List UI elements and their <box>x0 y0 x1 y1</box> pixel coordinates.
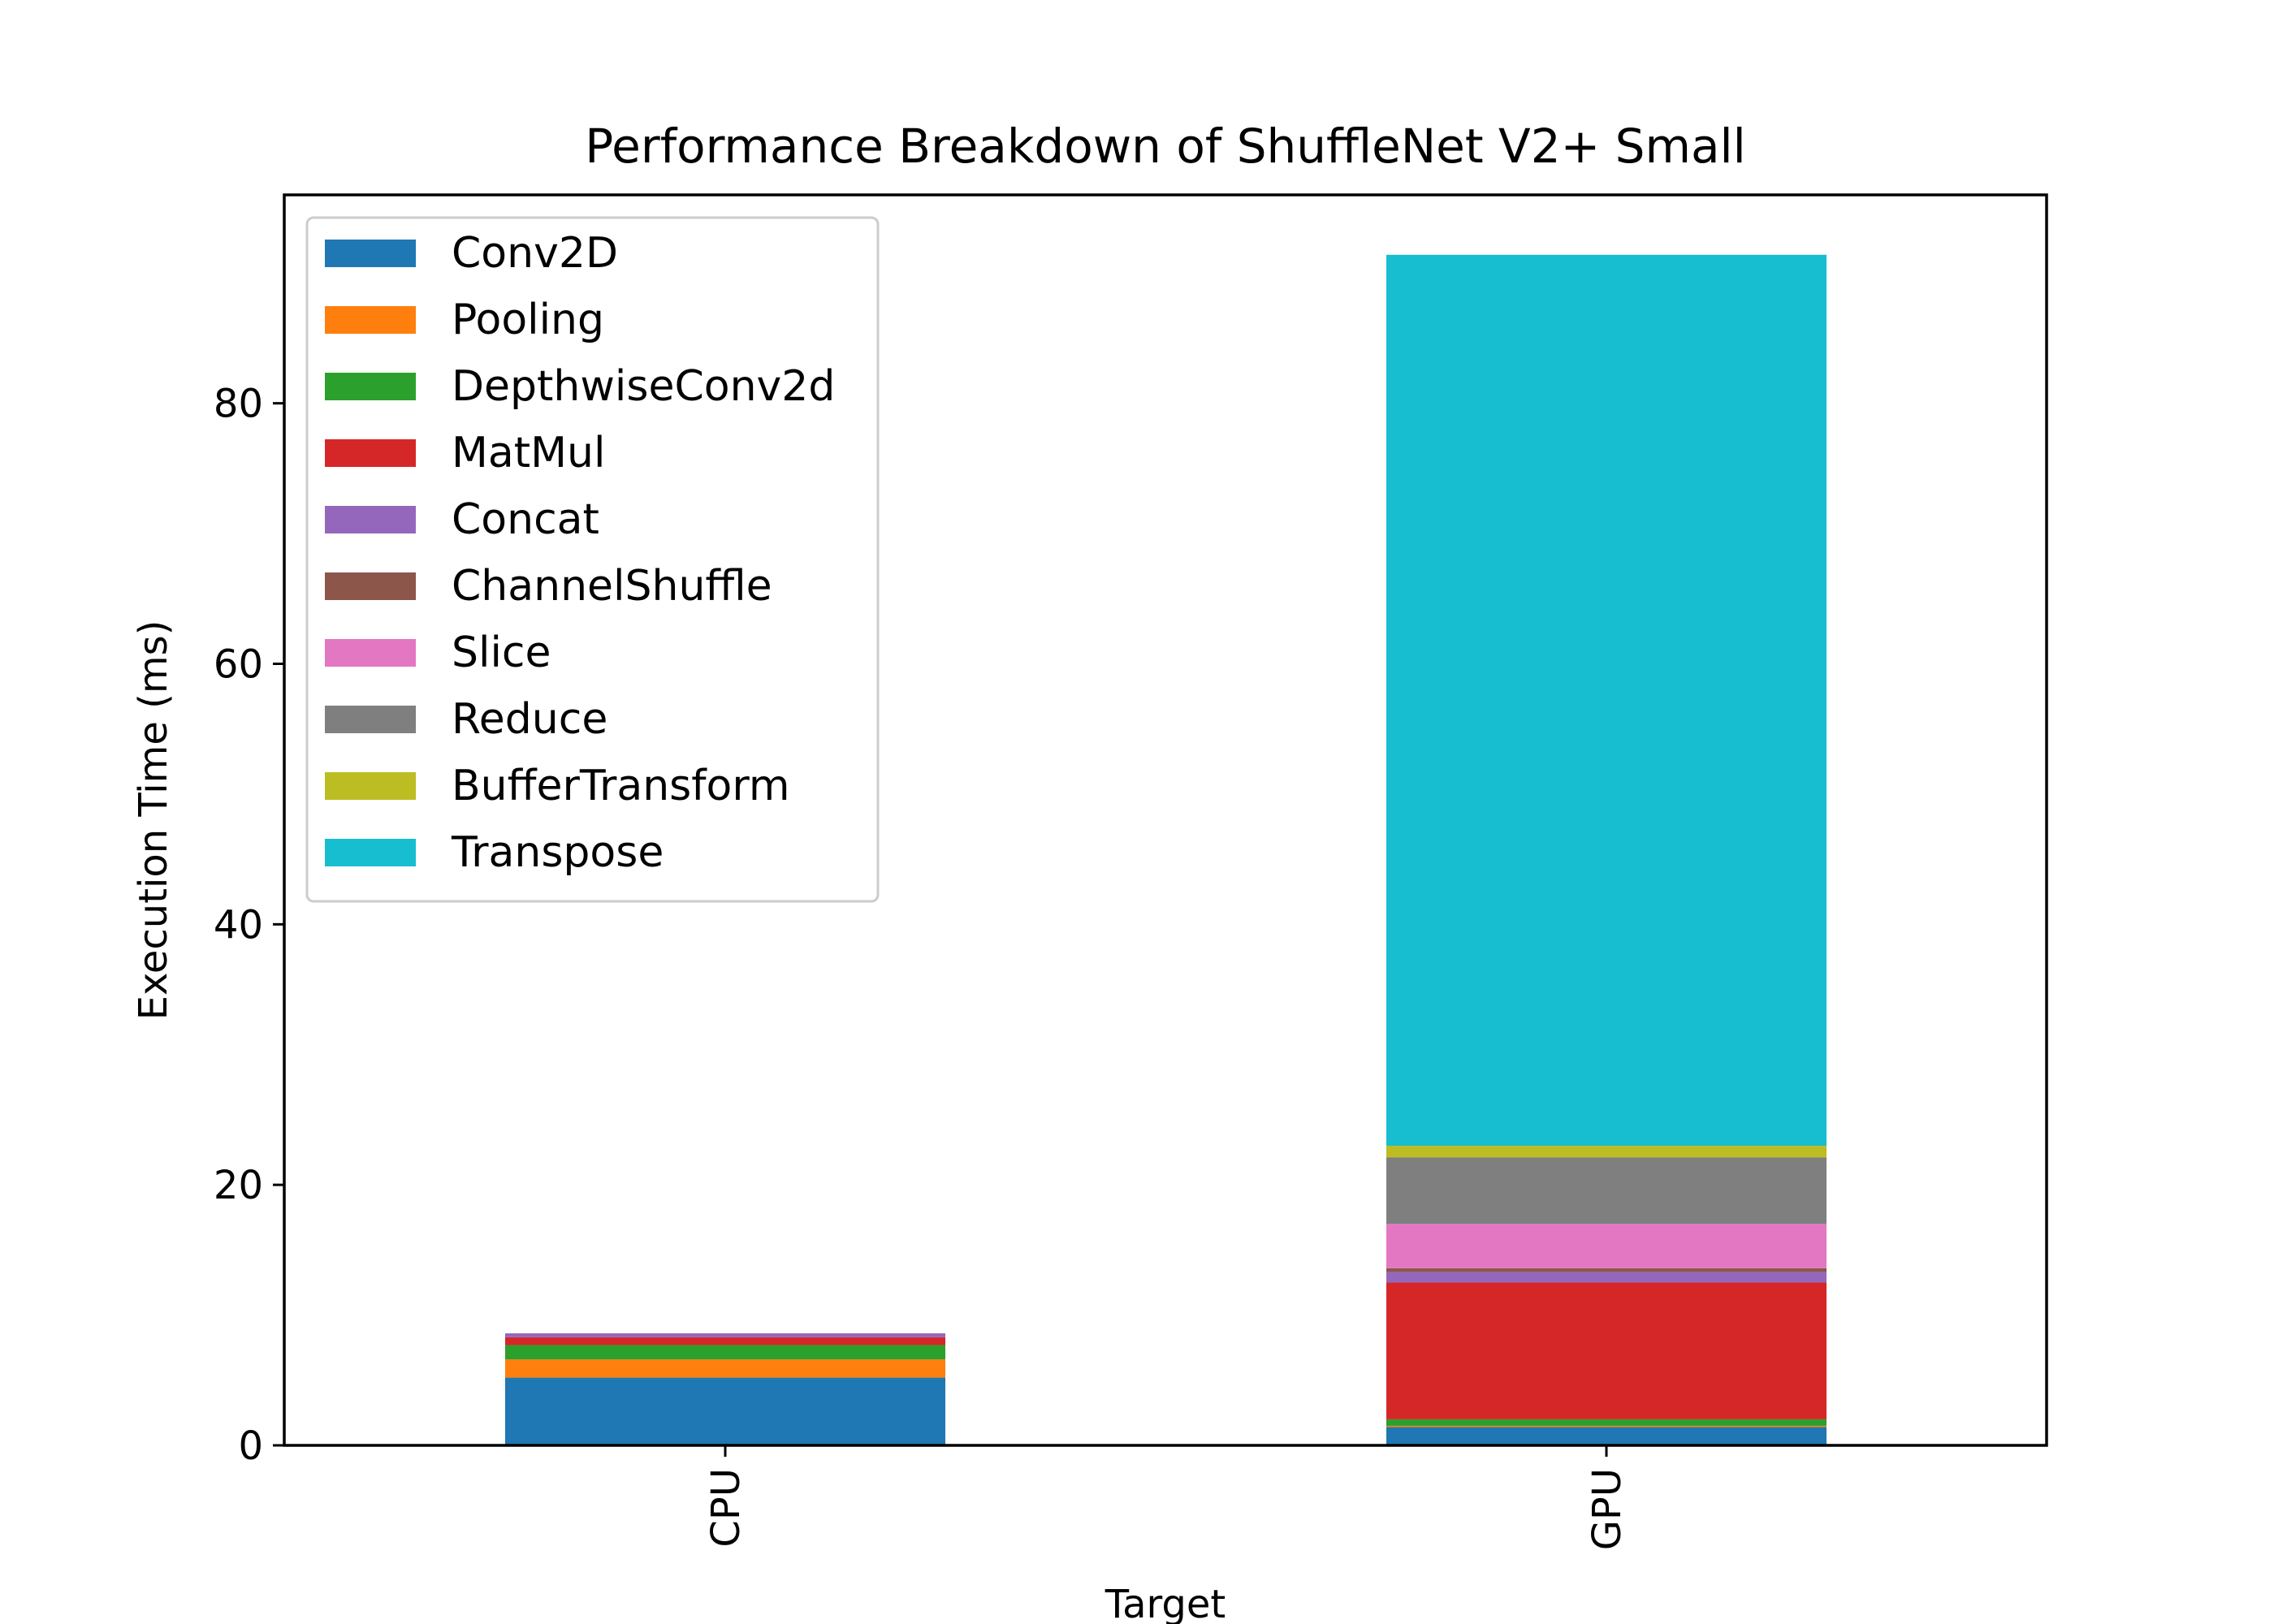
bar-segment-cpu-concat <box>505 1333 945 1337</box>
legend-label: Slice <box>452 628 551 677</box>
legend-swatch <box>325 306 416 334</box>
legend-swatch <box>325 839 416 866</box>
bar-segment-cpu-matmul <box>505 1337 945 1345</box>
legend-label: MatMul <box>452 429 605 477</box>
bar-layer <box>505 254 1827 1445</box>
legend-item: Transpose <box>325 828 664 877</box>
bar-segment-gpu-slice <box>1386 1224 1827 1268</box>
x-tick-label: GPU <box>1584 1468 1630 1550</box>
legend-item: Conv2D <box>325 229 618 278</box>
bar-segment-cpu-depthwiseconv2d <box>505 1345 945 1360</box>
legend-label: BufferTransform <box>452 762 789 810</box>
x-tick-label: CPU <box>703 1468 749 1548</box>
bar-segment-gpu-reduce <box>1386 1157 1827 1224</box>
bar-segment-gpu-depthwiseconv2d <box>1386 1419 1827 1426</box>
legend-label: Concat <box>452 495 599 544</box>
x-axis-label: Target <box>1105 1582 1226 1624</box>
legend-label: Transpose <box>451 828 664 877</box>
legend-swatch <box>325 706 416 733</box>
legend-label: ChannelShuffle <box>452 562 772 611</box>
chart-title: Performance Breakdown of ShuffleNet V2+ … <box>585 119 1745 174</box>
bar-segment-cpu-conv2d <box>505 1377 945 1445</box>
legend-item: MatMul <box>325 429 605 477</box>
legend-label: DepthwiseConv2d <box>452 362 835 411</box>
legend-label: Conv2D <box>452 229 618 278</box>
legend-swatch <box>325 439 416 467</box>
legend-item: Pooling <box>325 296 604 344</box>
y-tick-label: 0 <box>238 1423 263 1469</box>
y-tick-label: 40 <box>214 902 263 948</box>
legend-item: Reduce <box>325 695 607 744</box>
legend-item: Concat <box>325 495 599 544</box>
bar-segment-gpu-pooling <box>1386 1425 1827 1427</box>
bar-segment-gpu-buffertransform <box>1386 1146 1827 1158</box>
x-axis: CPU GPU <box>703 1445 1630 1550</box>
bar-segment-gpu-conv2d <box>1386 1427 1827 1445</box>
plot-area-frame <box>283 193 2048 1447</box>
bar-segment-gpu-channelshuffle <box>1386 1268 1827 1272</box>
legend-swatch <box>325 240 416 267</box>
legend-swatch <box>325 373 416 400</box>
bar-segment-gpu-transpose <box>1386 254 1827 1147</box>
y-axis-label: Execution Time (ms) <box>131 620 176 1021</box>
y-axis: 0 20 40 60 80 <box>214 382 284 1469</box>
y-tick-label: 60 <box>214 642 263 688</box>
legend-swatch <box>325 772 416 800</box>
bar-segment-gpu-matmul <box>1386 1282 1827 1419</box>
y-tick-label: 20 <box>214 1163 263 1208</box>
y-tick-label: 80 <box>214 382 263 427</box>
legend-swatch <box>325 639 416 667</box>
legend-item: Slice <box>325 628 551 677</box>
bar-segment-gpu-concat <box>1386 1272 1827 1283</box>
legend-label: Pooling <box>452 296 604 344</box>
legend-frame <box>305 216 880 903</box>
legend-item: DepthwiseConv2d <box>325 362 835 411</box>
legend-label: Reduce <box>452 695 607 744</box>
legend-swatch <box>325 572 416 600</box>
legend-item: ChannelShuffle <box>325 562 772 611</box>
legend-item: BufferTransform <box>325 762 789 810</box>
legend-swatch <box>325 506 416 533</box>
legend: Conv2D Pooling DepthwiseConv2d MatMul Concat… <box>305 216 880 903</box>
bar-segment-cpu-pooling <box>505 1359 945 1378</box>
